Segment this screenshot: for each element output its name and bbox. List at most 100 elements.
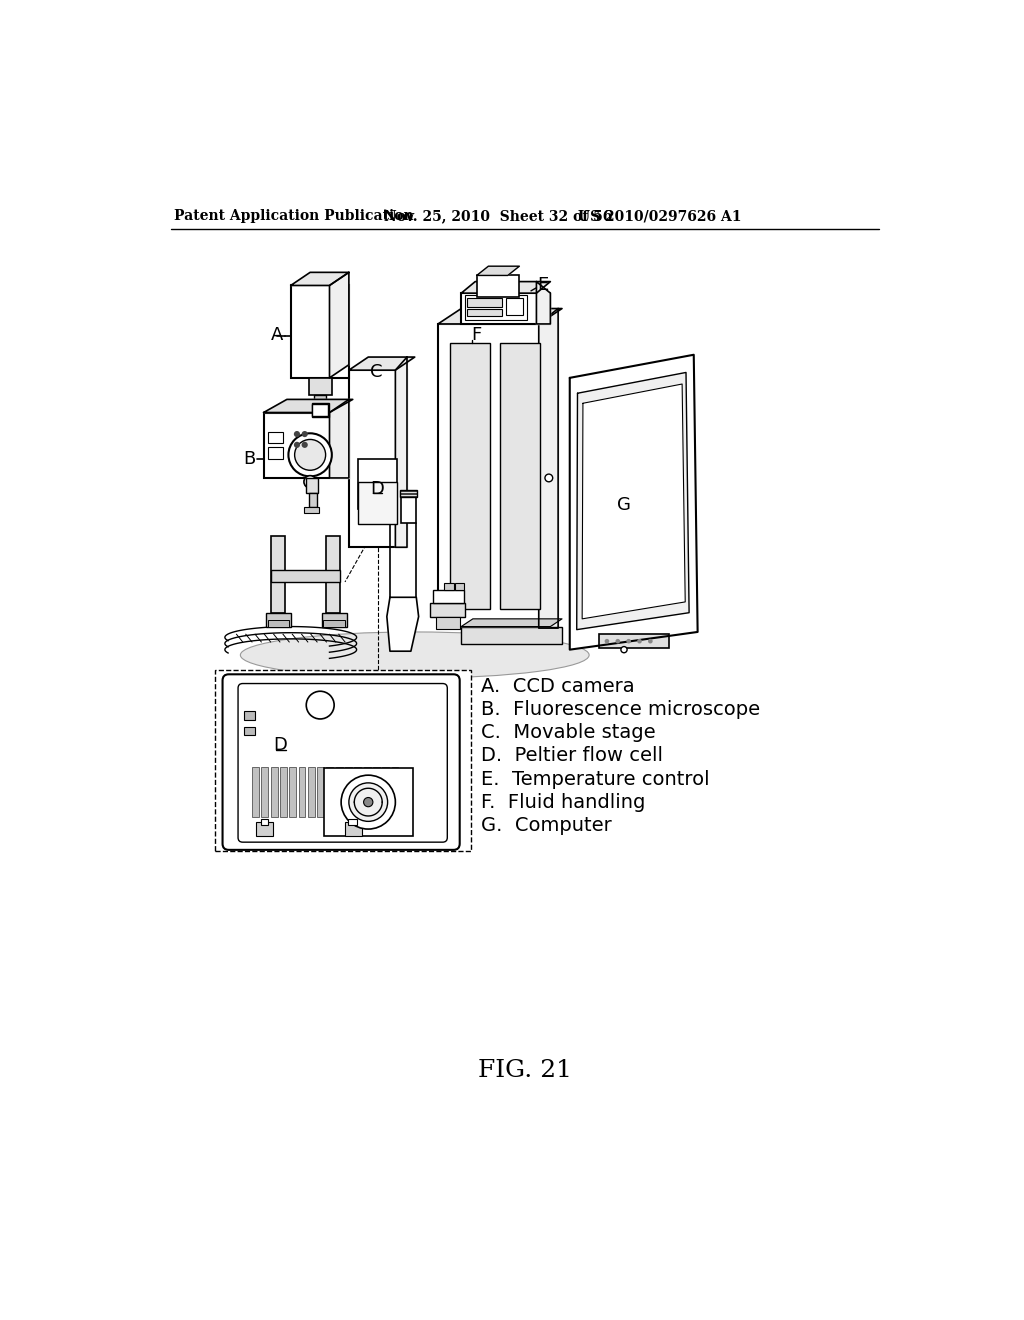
Bar — [299, 767, 305, 817]
Bar — [252, 767, 259, 817]
Bar — [327, 767, 334, 817]
Circle shape — [304, 475, 316, 488]
Bar — [266, 612, 291, 627]
Bar — [432, 590, 464, 603]
Bar — [391, 767, 398, 817]
Bar — [245, 711, 255, 719]
Bar — [291, 285, 349, 378]
Polygon shape — [387, 598, 419, 651]
Bar — [289, 767, 296, 817]
Bar — [324, 768, 414, 836]
Bar — [450, 343, 489, 609]
FancyBboxPatch shape — [238, 684, 447, 842]
Bar — [467, 309, 503, 317]
Bar — [444, 583, 454, 590]
Polygon shape — [330, 272, 349, 378]
Bar — [455, 583, 464, 590]
Circle shape — [364, 797, 373, 807]
Bar — [461, 293, 550, 323]
Text: G.  Computer: G. Computer — [480, 816, 611, 834]
Text: G: G — [617, 496, 631, 513]
Circle shape — [294, 442, 300, 447]
Bar — [306, 478, 317, 494]
Circle shape — [545, 474, 553, 482]
Bar — [317, 767, 324, 817]
Bar — [304, 507, 319, 513]
Bar — [324, 620, 345, 627]
Text: C.  Movable stage: C. Movable stage — [480, 723, 655, 742]
Bar — [261, 767, 268, 817]
Text: D.  Peltier flow cell: D. Peltier flow cell — [480, 746, 663, 766]
Bar — [465, 296, 527, 321]
Bar — [599, 635, 669, 648]
Bar — [311, 404, 329, 417]
Circle shape — [637, 639, 642, 644]
Polygon shape — [330, 400, 349, 478]
Text: F: F — [472, 326, 482, 345]
Bar — [400, 490, 417, 498]
Bar — [358, 459, 397, 508]
Bar — [309, 494, 317, 507]
Bar — [382, 767, 389, 817]
Circle shape — [341, 775, 395, 829]
Polygon shape — [461, 619, 562, 627]
Polygon shape — [438, 309, 562, 323]
Bar — [271, 536, 286, 612]
Bar — [500, 343, 541, 609]
Polygon shape — [291, 272, 349, 285]
Bar — [308, 378, 332, 395]
Bar — [271, 570, 340, 582]
Text: Nov. 25, 2010  Sheet 32 of 56: Nov. 25, 2010 Sheet 32 of 56 — [384, 209, 612, 223]
Text: FIG. 21: FIG. 21 — [478, 1060, 571, 1082]
Bar — [314, 395, 326, 404]
Circle shape — [648, 639, 652, 644]
Bar — [349, 370, 407, 548]
Polygon shape — [583, 384, 685, 619]
Polygon shape — [569, 355, 697, 649]
Polygon shape — [461, 281, 550, 293]
Text: C: C — [370, 363, 382, 381]
FancyBboxPatch shape — [222, 675, 460, 850]
Polygon shape — [539, 309, 558, 628]
Bar — [506, 298, 523, 314]
Bar — [322, 612, 346, 627]
Bar — [358, 482, 397, 524]
Bar — [312, 404, 328, 416]
Bar — [467, 298, 503, 308]
Circle shape — [615, 639, 621, 644]
Bar — [461, 627, 562, 644]
Text: D: D — [273, 737, 288, 754]
Circle shape — [621, 647, 627, 653]
Bar — [438, 323, 558, 628]
Bar — [245, 726, 255, 735]
Bar — [364, 767, 371, 817]
Circle shape — [289, 433, 332, 477]
Bar — [267, 620, 289, 627]
Polygon shape — [349, 358, 415, 370]
Polygon shape — [477, 267, 519, 276]
Text: E: E — [537, 276, 548, 294]
Bar — [261, 818, 267, 825]
Bar — [267, 447, 283, 459]
Bar — [373, 767, 380, 817]
Circle shape — [627, 639, 631, 644]
Bar — [348, 818, 357, 825]
Polygon shape — [263, 400, 352, 412]
Bar — [436, 618, 460, 628]
Bar — [354, 767, 361, 817]
Circle shape — [302, 442, 308, 447]
Bar — [280, 767, 287, 817]
Bar — [400, 496, 417, 523]
Bar — [477, 276, 519, 297]
Text: B: B — [244, 450, 256, 467]
Bar — [345, 822, 362, 836]
Bar — [336, 767, 343, 817]
Ellipse shape — [241, 632, 589, 678]
Bar — [326, 536, 340, 612]
Polygon shape — [537, 281, 550, 323]
Bar — [430, 603, 465, 618]
Bar — [256, 822, 273, 836]
Text: E.  Temperature control: E. Temperature control — [480, 770, 710, 788]
Bar — [270, 767, 278, 817]
Circle shape — [294, 432, 300, 437]
